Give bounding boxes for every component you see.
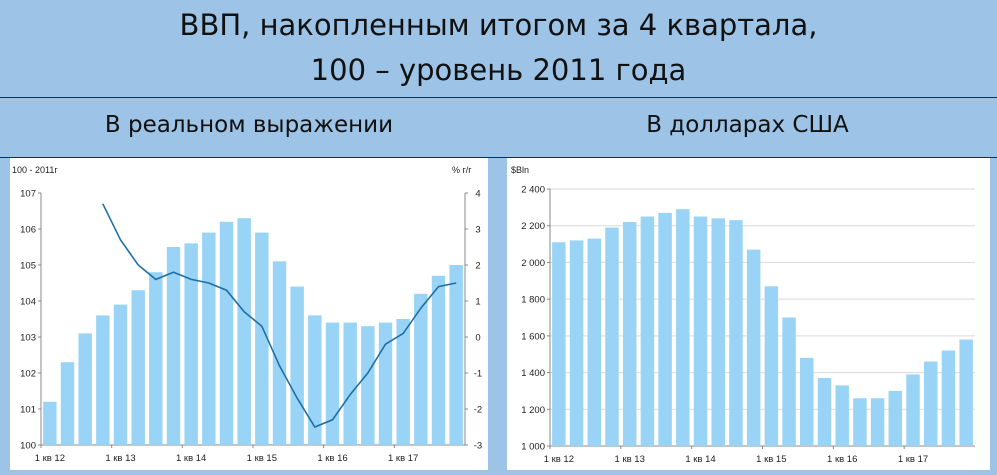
bar: [729, 220, 743, 446]
y-tick-label: 1 000: [521, 442, 545, 453]
y-tick-label: 2 200: [521, 221, 545, 232]
bar: [113, 304, 128, 445]
bar: [343, 322, 357, 445]
bar: [184, 243, 198, 445]
usd-gdp-chart: 1 000 1 200 1 400 1 600 1 800 2 000 2 200 2 400…: [511, 165, 975, 465]
bar: [853, 398, 867, 446]
bar: [924, 361, 938, 446]
bar: [693, 216, 708, 446]
title-line-2: 100 – уровень 2011 года: [310, 53, 687, 87]
bar: [308, 315, 322, 445]
bar: [449, 265, 463, 445]
y2-tick-label: 4: [475, 189, 480, 200]
bar: [290, 286, 304, 445]
y-tick-label: 2 400: [521, 185, 545, 196]
bar: [941, 350, 956, 446]
bar: [746, 249, 761, 446]
bar: [711, 218, 725, 446]
left-chart-panel: 100 101 102 103 104 105 106 107 100 - 2011г 1 кв …: [10, 158, 488, 470]
bar: [800, 357, 814, 446]
bar: [676, 209, 690, 446]
y2-tick-label: 1: [475, 297, 480, 308]
bar: [396, 319, 410, 445]
y-tick-label: 1 800: [521, 295, 545, 306]
bar: [552, 242, 566, 446]
y-axis-label: $Bln: [511, 165, 529, 175]
y-tick-label: 106: [20, 225, 36, 236]
bar: [640, 216, 655, 446]
bar: [888, 390, 903, 446]
y-tick-label: 1 600: [521, 331, 545, 342]
right-subtitle: В долларах США: [646, 112, 849, 138]
bar: [782, 317, 796, 446]
bar: [817, 378, 832, 446]
y-tick-label: 102: [20, 369, 36, 380]
y2-tick-label: -2: [474, 405, 482, 416]
y2-tick-label: -3: [474, 441, 482, 452]
bar: [255, 232, 269, 445]
x-tick-label: 1 кв 12: [35, 453, 65, 464]
bar: [906, 374, 920, 446]
bar: [378, 322, 393, 445]
bar: [43, 401, 57, 445]
bar: [764, 286, 779, 446]
y-tick-label: 1 200: [521, 405, 545, 416]
bar: [272, 261, 287, 445]
bar: [131, 290, 145, 445]
y-tick-label: 2 000: [521, 258, 545, 269]
title-line-1: ВВП, накопленным итогом за 4 квартала,: [179, 8, 818, 42]
bar: [237, 218, 251, 445]
y-tick-label: 101: [20, 405, 36, 416]
x-tick-label: 1 кв 16: [317, 453, 347, 464]
y2-tick-label: 3: [475, 225, 480, 236]
bar: [78, 333, 92, 445]
y-tick-label: 105: [20, 261, 36, 272]
y-axis-label: 100 - 2011г: [12, 165, 58, 175]
bar: [219, 221, 234, 445]
bar: [622, 222, 637, 446]
right-chart-panel: 1 000 1 200 1 400 1 600 1 800 2 000 2 200 2 400…: [507, 158, 990, 470]
y2-tick-label: -1: [474, 369, 482, 380]
bar: [149, 272, 163, 445]
x-tick-label: 1 кв 15: [247, 453, 277, 464]
y-tick-label: 1 400: [521, 368, 545, 379]
bar: [202, 232, 216, 445]
y2-tick-label: 2: [475, 261, 480, 272]
x-tick-label: 1 кв 15: [756, 454, 786, 465]
x-tick-label: 1 кв 12: [544, 454, 574, 465]
growth-line: [102, 203, 457, 428]
x-tick-label: 1 кв 17: [388, 453, 418, 464]
y-tick-label: 103: [20, 333, 36, 344]
y2-tick-label: 0: [475, 333, 480, 344]
y-tick-label: 107: [20, 189, 36, 200]
x-tick-label: 1 кв 16: [827, 454, 857, 465]
bar: [361, 326, 375, 445]
bar: [60, 362, 75, 445]
chart-title: ВВП, накопленным итогом за 4 квартала, 1…: [0, 0, 997, 99]
bar: [414, 293, 428, 445]
bar: [96, 315, 110, 445]
bar: [605, 227, 619, 446]
x-tick-label: 1 кв 14: [685, 454, 715, 465]
title-divider: [0, 97, 997, 98]
bar: [870, 398, 885, 446]
left-subtitle: В реальном выражении: [104, 112, 394, 138]
y-tick-label: 100: [20, 441, 36, 452]
bar: [658, 212, 672, 446]
bar: [166, 247, 181, 445]
bar: [325, 322, 340, 445]
bar: [835, 385, 849, 446]
x-tick-label: 1 кв 13: [615, 454, 645, 465]
y-tick-label: 104: [20, 297, 36, 308]
x-tick-label: 1 кв 17: [898, 454, 928, 465]
bar: [431, 275, 446, 445]
bar: [569, 240, 584, 446]
bar: [959, 339, 973, 446]
x-tick-label: 1 кв 13: [105, 453, 135, 464]
subtitle-divider: [0, 157, 997, 158]
bar: [587, 238, 601, 446]
x-tick-label: 1 кв 14: [176, 453, 206, 464]
y2-axis-label: % г/г: [452, 165, 472, 175]
